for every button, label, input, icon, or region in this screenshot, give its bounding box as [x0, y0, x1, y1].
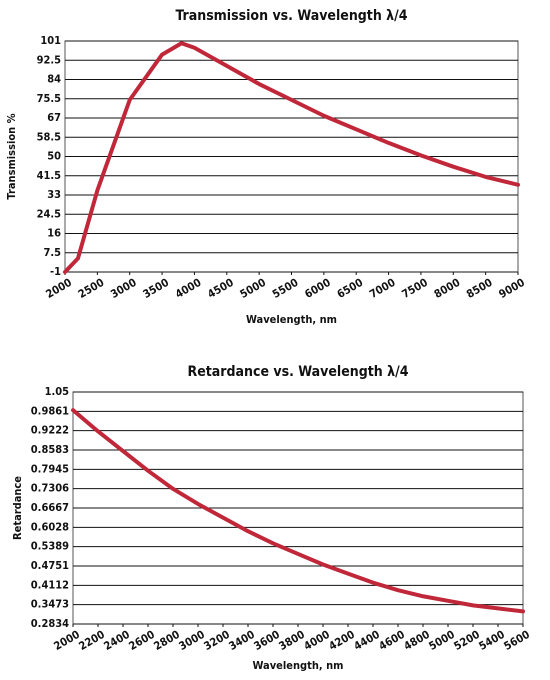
y-tick-label: 0.9861 [31, 404, 69, 417]
y-tick-label: 0.2834 [31, 617, 69, 630]
y-tick-label: 50 [47, 150, 61, 163]
x-tick-label: 3500 [141, 276, 171, 301]
y-tick-label: 41.5 [37, 169, 62, 182]
y-tick-label: 0.7306 [31, 482, 69, 495]
y-tick-label: -1 [50, 265, 61, 278]
x-tick-label: 6500 [335, 276, 365, 301]
y-tick-label: 75.5 [37, 92, 62, 105]
y-tick-label: 16 [47, 227, 61, 240]
y-tick-label: 92.5 [37, 53, 62, 66]
x-axis-label: Wavelength, nm [246, 313, 337, 326]
x-tick-label: 2000 [44, 276, 74, 301]
x-axis-label: Wavelength, nm [253, 659, 344, 672]
x-tick-label: 2500 [76, 276, 106, 301]
y-tick-label: 7.5 [43, 246, 61, 259]
y-tick-label: 0.4751 [31, 559, 69, 572]
y-tick-label: 58.5 [37, 130, 62, 143]
y-tick-label: 0.6667 [31, 501, 69, 514]
data-line [71, 408, 525, 614]
x-tick-label: 5600 [502, 628, 532, 653]
x-tick-label: 7500 [400, 276, 430, 301]
y-tick-label: 1.05 [45, 385, 70, 398]
y-tick-label: 0.9222 [31, 424, 69, 437]
x-tick-label: 8500 [464, 276, 494, 301]
y-tick-label: 0.4112 [31, 578, 69, 591]
y-tick-label: 0.5389 [31, 540, 69, 553]
y-tick-label: 0.8583 [31, 443, 69, 456]
x-tick-label: 5000 [238, 276, 268, 301]
data-line [63, 41, 520, 274]
y-tick-label: 0.7945 [31, 462, 69, 475]
chart-title: Retardance vs. Wavelength λ/4 [188, 364, 409, 380]
chart-title: Transmission vs. Wavelength λ/4 [175, 8, 407, 24]
x-tick-label: 5500 [270, 276, 300, 301]
y-axis-label: Retardance [11, 476, 24, 540]
x-tick-label: 4000 [173, 276, 203, 301]
y-tick-label: 24.5 [37, 207, 62, 220]
x-tick-label: 6000 [303, 276, 333, 301]
x-tick-label: 4500 [205, 276, 235, 301]
y-tick-label: 101 [40, 34, 61, 47]
x-tick-label: 8000 [432, 276, 462, 301]
x-tick-label: 7000 [367, 276, 397, 301]
y-tick-label: 84 [47, 73, 61, 86]
x-tick-label: 9000 [497, 276, 527, 301]
y-tick-label: 67 [47, 111, 61, 124]
x-tick-label: 3000 [108, 276, 138, 301]
y-tick-label: 0.6028 [31, 520, 69, 533]
y-tick-label: 33 [47, 188, 61, 201]
y-axis-label: Transmission % [5, 113, 18, 199]
y-tick-label: 0.3473 [31, 598, 69, 611]
